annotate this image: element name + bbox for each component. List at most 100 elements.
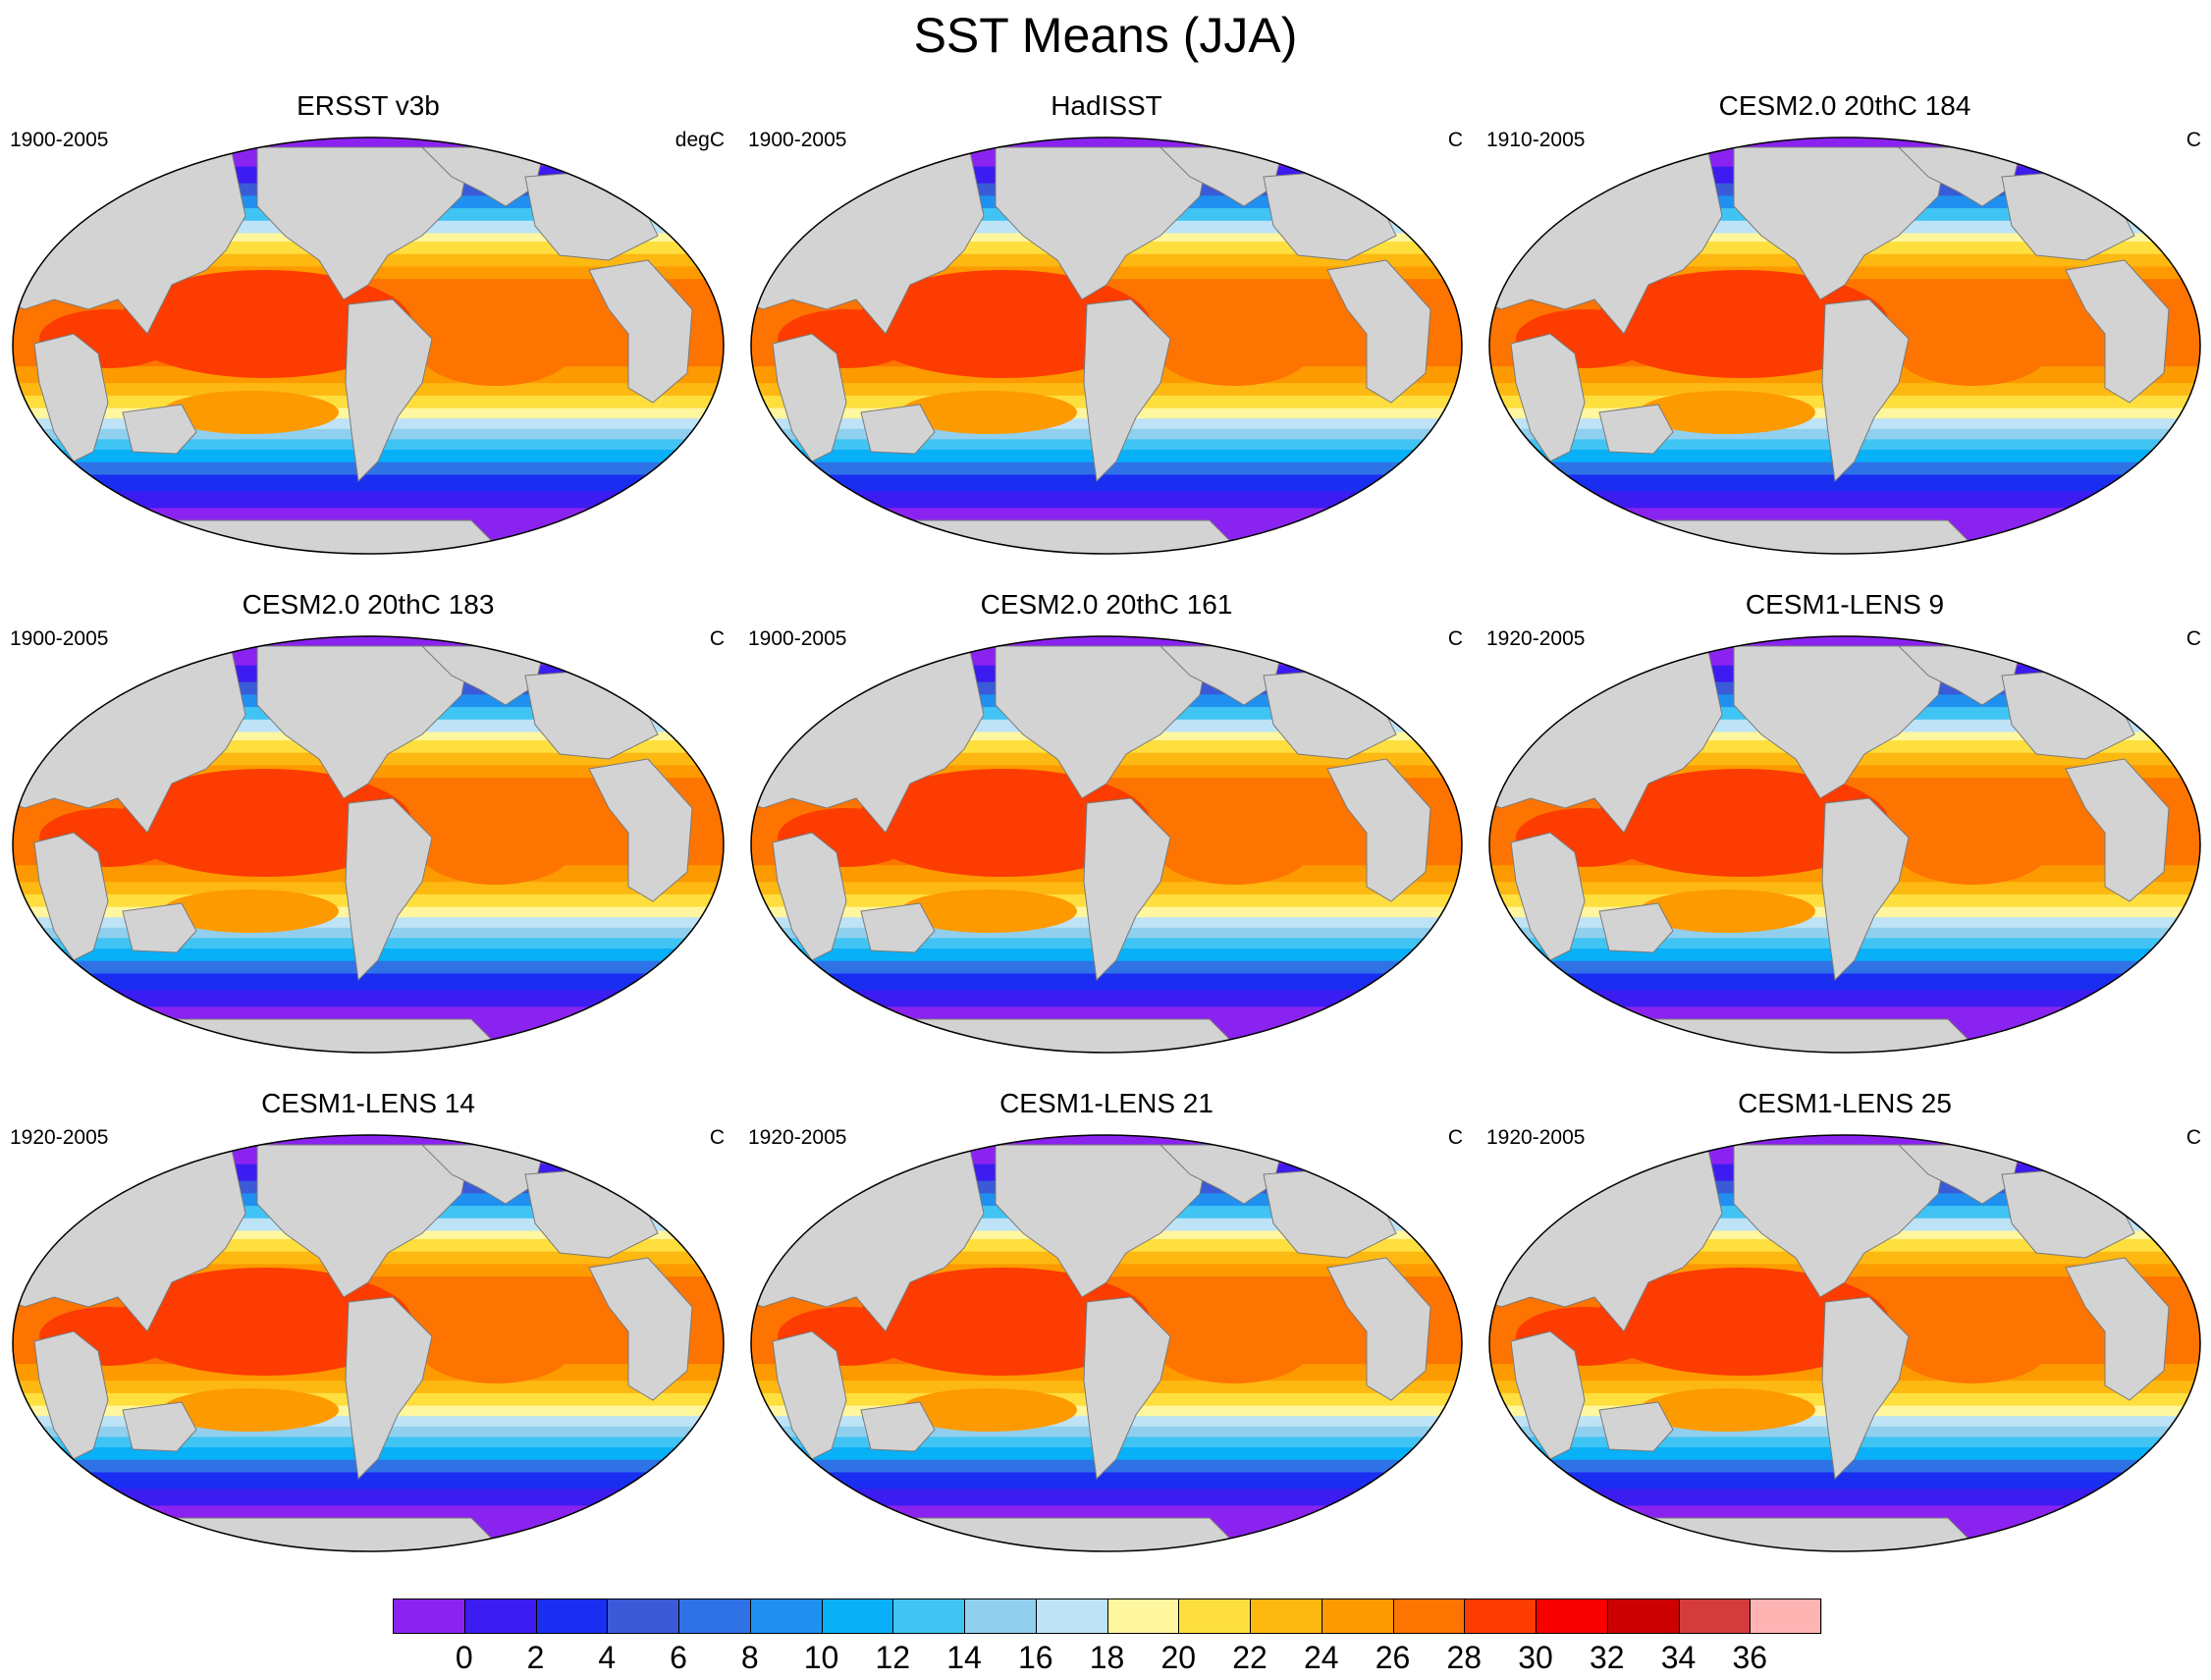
land-mass: [860, 1401, 936, 1452]
temperature-band: [751, 990, 1462, 1007]
warm-pool: [1639, 1388, 1815, 1432]
panel-period: 1920-2005: [748, 1126, 847, 1149]
colorbar-box: [607, 1599, 679, 1634]
colorbar-tick-label: 0: [455, 1640, 473, 1675]
warm-pool: [856, 769, 1151, 877]
colorbar-tick-label: 20: [1160, 1640, 1197, 1675]
colorbar-box: [463, 1599, 536, 1634]
panel-title: CESM1-LENS 14: [261, 1088, 475, 1118]
temperature-band: [13, 1472, 724, 1490]
temperature-band: [13, 1489, 724, 1506]
warm-pool: [900, 391, 1077, 434]
colorbar-box: [1321, 1599, 1393, 1634]
colorbar-labels: 0 2 4 6 8 10 12 14 16 18 20 22 24 26 28 30 32 34 36: [0, 1638, 2211, 1677]
warm-pool: [1156, 311, 1313, 386]
land-mass: [2065, 259, 2170, 404]
panel-units: C: [2185, 1126, 2201, 1149]
land-mass: [33, 1330, 109, 1460]
land-mass: [345, 1296, 433, 1481]
warm-pool: [417, 810, 574, 885]
land-mass: [33, 832, 109, 961]
land-mass: [1623, 519, 1989, 554]
warm-pool: [900, 1388, 1077, 1432]
colorbar-box: [393, 1599, 465, 1634]
warm-pool: [162, 890, 339, 933]
colorbar-tick-label: 26: [1375, 1640, 1411, 1675]
colorbar-box: [1035, 1599, 1107, 1634]
land-mass: [588, 1257, 693, 1401]
temperature-band: [13, 491, 724, 509]
panel-title: CESM1-LENS 21: [999, 1088, 1213, 1118]
colorbar-tick-label: 6: [670, 1640, 687, 1675]
colorbar-tick-label: 14: [946, 1640, 982, 1675]
warm-pool: [118, 270, 412, 378]
warm-pool: [1156, 1309, 1313, 1383]
colorbar-tick-label: 8: [740, 1640, 759, 1675]
panel-title: CESM1-LENS 9: [1745, 589, 1945, 620]
land-mass: [1510, 1330, 1586, 1460]
warm-pool: [162, 1388, 339, 1432]
panel-period: 1920-2005: [10, 1126, 109, 1149]
panel-period: 1900-2005: [748, 129, 847, 151]
sst-map: [750, 1134, 1463, 1552]
panel-units: C: [1447, 1126, 1463, 1149]
temperature-band: [13, 973, 724, 991]
panel-period: 1920-2005: [1486, 1126, 1586, 1149]
panel-units: C: [1447, 627, 1463, 650]
colorbar-box: [1536, 1599, 1608, 1634]
colorbar-tick-label: 36: [1732, 1640, 1768, 1675]
panel-units: C: [2185, 129, 2201, 151]
map-border: [1488, 1134, 2201, 1552]
land-mass: [772, 832, 847, 961]
warm-pool: [1639, 391, 1815, 434]
land-mass: [1821, 298, 1910, 483]
land-mass: [885, 1517, 1251, 1551]
panel-title: CESM2.0 20thC 183: [242, 589, 495, 620]
temperature-band: [1489, 990, 2200, 1007]
colorbar-box: [1106, 1599, 1179, 1634]
temperature-band: [1489, 973, 2200, 991]
land-mass: [1510, 832, 1586, 961]
map-panel: CESM2.0 20thC 184 1910-2005 C: [1477, 88, 2211, 560]
colorbar-box: [749, 1599, 822, 1634]
panel-period: 1900-2005: [10, 627, 109, 650]
colorbar-tick-label: 12: [875, 1640, 911, 1675]
colorbar-tick-label: 2: [526, 1640, 545, 1675]
map-border: [12, 635, 725, 1054]
warm-pool: [900, 890, 1077, 933]
warm-pool: [118, 1268, 412, 1376]
colorbar-box: [892, 1599, 965, 1634]
warm-pool: [856, 1268, 1151, 1376]
land-mass: [122, 1401, 197, 1452]
land-mass: [146, 1517, 512, 1551]
sst-map: [12, 136, 725, 555]
panel-title: ERSST v3b: [297, 90, 440, 121]
warm-pool: [1594, 769, 1889, 877]
panel-units: C: [709, 627, 725, 650]
map-panel: ERSST v3b 1900-2005 degC: [0, 88, 736, 560]
panel-period: 1910-2005: [1486, 129, 1586, 151]
colorbar-tick-label: 28: [1446, 1640, 1483, 1675]
colorbar-tick-label: 18: [1089, 1640, 1125, 1675]
panel-title: CESM2.0 20thC 184: [1718, 90, 1971, 121]
land-mass: [345, 797, 433, 982]
colorbar-box: [1678, 1599, 1751, 1634]
temperature-band: [751, 474, 1462, 492]
warm-pool: [1156, 810, 1313, 885]
land-mass: [1326, 1257, 1431, 1401]
panel-units: C: [2185, 627, 2201, 650]
warm-pool: [1594, 270, 1889, 378]
map-border: [12, 1134, 725, 1552]
map-panel: CESM2.0 20thC 183 1900-2005 C: [0, 587, 736, 1058]
map-panel: CESM1-LENS 14 1920-2005 C: [0, 1086, 736, 1557]
colorbar-tick-label: 24: [1303, 1640, 1339, 1675]
map-panel: HadISST 1900-2005 C: [738, 88, 1475, 560]
colorbar: [393, 1599, 1822, 1634]
sst-map: [12, 1134, 725, 1552]
warm-pool: [118, 769, 412, 877]
panel-units: degC: [674, 129, 725, 151]
colorbar-tick-label: 32: [1589, 1640, 1625, 1675]
land-mass: [1623, 1517, 1989, 1551]
land-mass: [1326, 758, 1431, 902]
colorbar-box: [1178, 1599, 1251, 1634]
